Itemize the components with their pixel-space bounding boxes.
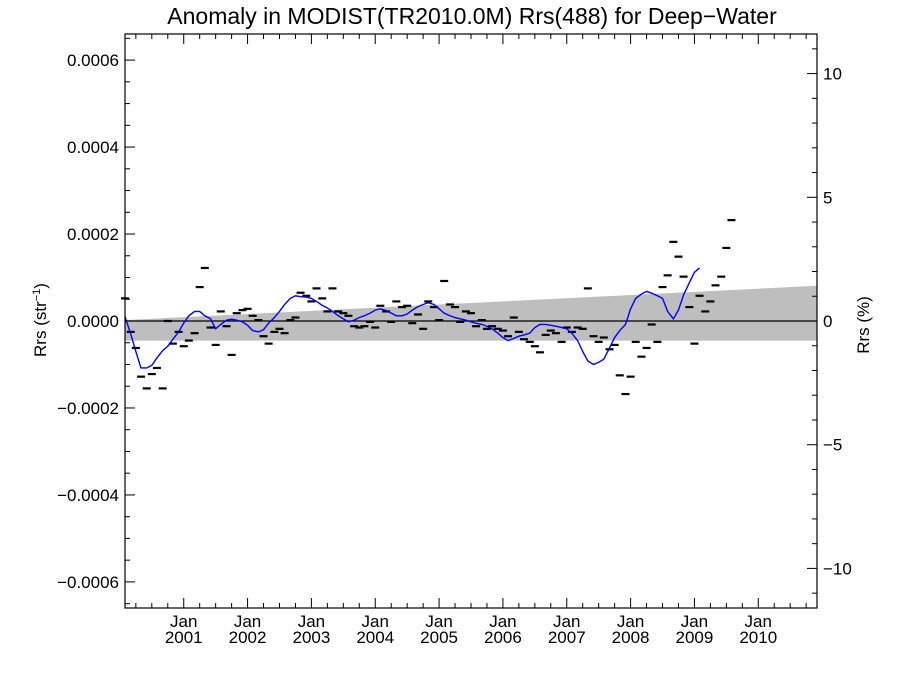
x-tick-label-year: 2007 <box>548 628 586 647</box>
x-tick-label-year: 2004 <box>356 628 394 647</box>
right-tick-label: 0 <box>823 312 832 331</box>
x-tick-label-month: Jan <box>234 612 261 631</box>
monthly-points-layer <box>121 219 736 396</box>
x-tick-label-month: Jan <box>489 612 516 631</box>
right-tick-label: −10 <box>823 559 852 578</box>
x-tick-label-month: Jan <box>170 612 197 631</box>
x-tick-label-year: 2006 <box>484 628 522 647</box>
x-tick-label-month: Jan <box>553 612 580 631</box>
left-tick-label: 0.0006 <box>67 51 119 70</box>
x-tick-label-month: Jan <box>425 612 452 631</box>
x-tick-label-month: Jan <box>298 612 325 631</box>
x-tick-label-month: Jan <box>681 612 708 631</box>
left-tick-label: −0.0006 <box>57 573 119 592</box>
left-tick-label: −0.0002 <box>57 399 119 418</box>
left-tick-label: 0.0002 <box>67 225 119 244</box>
left-tick-label: −0.0004 <box>57 486 119 505</box>
x-tick-label-year: 2002 <box>229 628 267 647</box>
x-tick-label-year: 2009 <box>676 628 714 647</box>
right-tick-label: 10 <box>823 65 842 84</box>
left-tick-label: 0.0004 <box>67 138 119 157</box>
x-tick-label-year: 2010 <box>739 628 777 647</box>
x-tick-label-year: 2001 <box>165 628 203 647</box>
x-tick-label-month: Jan <box>362 612 389 631</box>
left-tick-label: 0.0000 <box>67 312 119 331</box>
smoothed-series-line <box>124 267 700 369</box>
axis-ticks-layer: 0.0006 0.0004 0.0002 0.0000 −0.0002 −0.0004 −0… <box>57 34 852 647</box>
y-axis-label-right: Rrs (%) <box>854 296 873 354</box>
y-axis-label-left: Rrs (str−1) <box>31 283 50 357</box>
smoothed-line-layer <box>124 267 700 369</box>
x-tick-label-year: 2005 <box>420 628 458 647</box>
right-tick-label: 5 <box>823 188 832 207</box>
x-tick-label-month: Jan <box>745 612 772 631</box>
x-tick-label-month: Jan <box>617 612 644 631</box>
right-tick-label: −5 <box>823 436 842 455</box>
chart-title: Anomaly in MODIST(TR2010.0M) Rrs(488) fo… <box>167 3 777 29</box>
x-tick-label-year: 2003 <box>292 628 330 647</box>
x-tick-label-year: 2008 <box>612 628 650 647</box>
